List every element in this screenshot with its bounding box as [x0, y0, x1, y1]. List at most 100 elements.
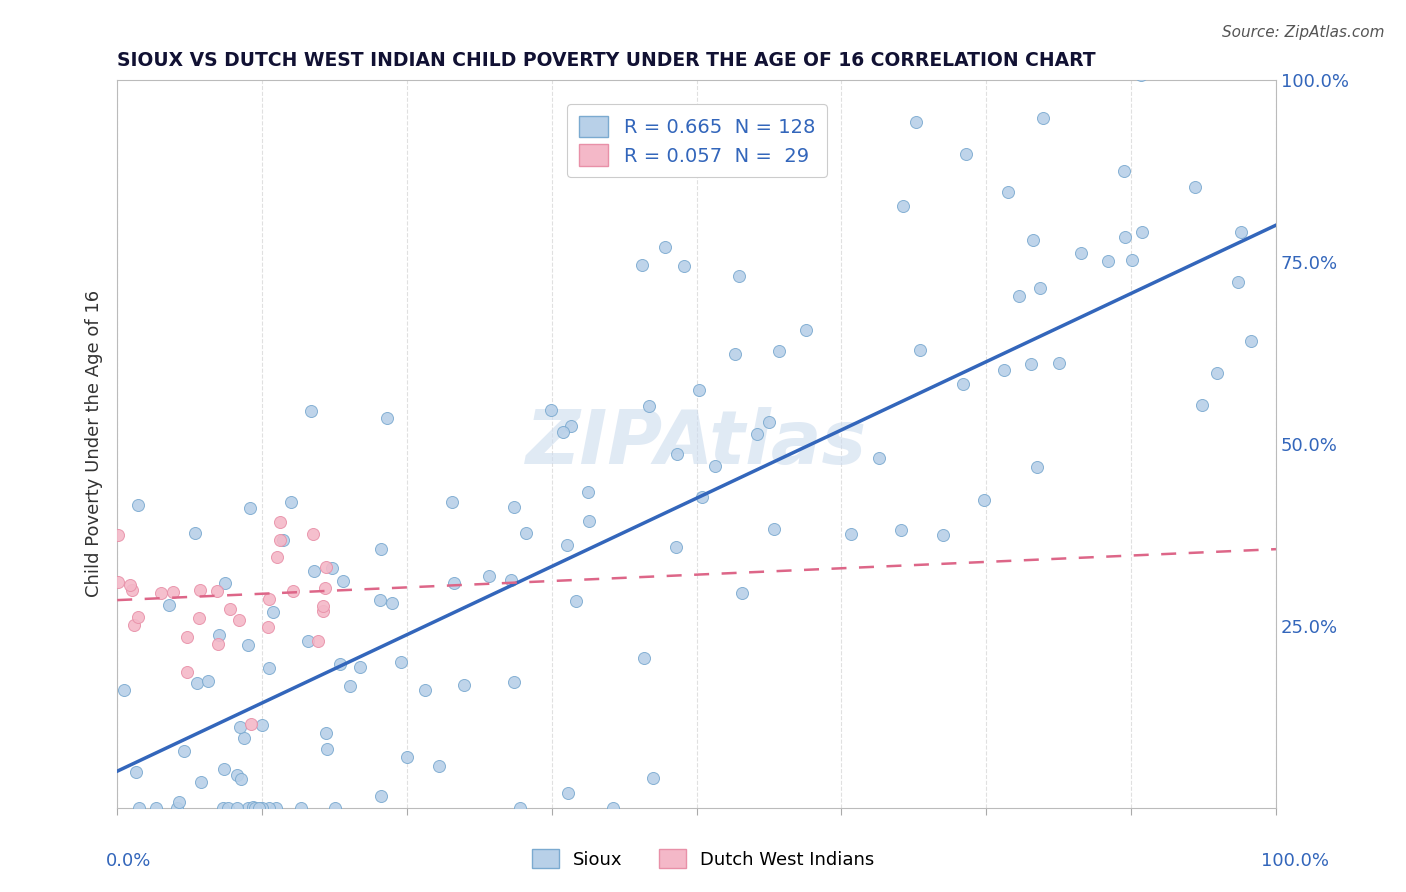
Point: [633, 650, 655, 665]
Point: [1070, 246, 1092, 260]
Point: [839, 527, 862, 541]
Point: [389, 655, 412, 669]
Point: [121, 582, 143, 597]
Point: [225, 767, 247, 781]
Point: [186, 676, 208, 690]
Point: [228, 613, 250, 627]
Point: [281, 584, 304, 599]
Point: [370, 541, 392, 556]
Point: [868, 450, 890, 465]
Point: [302, 565, 325, 579]
Point: [453, 678, 475, 692]
Point: [264, 800, 287, 814]
Point: [271, 533, 294, 547]
Point: [1205, 366, 1227, 380]
Point: [159, 598, 181, 612]
Point: [312, 604, 335, 618]
Point: [242, 800, 264, 814]
Point: [239, 716, 262, 731]
Point: [112, 683, 135, 698]
Point: [349, 660, 371, 674]
Point: [551, 425, 574, 440]
Point: [578, 514, 600, 528]
Point: [993, 363, 1015, 377]
Point: [239, 500, 262, 515]
Point: [794, 323, 817, 337]
Point: [166, 800, 188, 814]
Point: [555, 538, 578, 552]
Point: [176, 630, 198, 644]
Point: [238, 800, 260, 814]
Point: [312, 599, 335, 613]
Point: [891, 199, 914, 213]
Point: [1229, 225, 1251, 239]
Point: [1227, 275, 1250, 289]
Point: [127, 610, 149, 624]
Point: [1240, 334, 1263, 348]
Point: [1114, 230, 1136, 244]
Point: [252, 718, 274, 732]
Point: [557, 786, 579, 800]
Point: [654, 239, 676, 253]
Point: [218, 602, 240, 616]
Point: [228, 720, 250, 734]
Point: [127, 498, 149, 512]
Point: [672, 259, 695, 273]
Point: [690, 490, 713, 504]
Point: [314, 581, 336, 595]
Point: [302, 526, 325, 541]
Point: [973, 493, 995, 508]
Point: [602, 800, 624, 814]
Point: [503, 500, 526, 514]
Point: [280, 495, 302, 509]
Point: [1008, 288, 1031, 302]
Point: [257, 661, 280, 675]
Point: [229, 772, 252, 786]
Point: [173, 744, 195, 758]
Point: [443, 575, 465, 590]
Point: [1026, 460, 1049, 475]
Point: [997, 185, 1019, 199]
Point: [205, 584, 228, 599]
Point: [145, 800, 167, 814]
Point: [904, 115, 927, 129]
Point: [307, 634, 329, 648]
Point: [266, 549, 288, 564]
Point: [1114, 164, 1136, 178]
Point: [212, 800, 235, 814]
Point: [269, 533, 291, 548]
Point: [368, 593, 391, 607]
Point: [724, 347, 747, 361]
Text: ZIPAtlas: ZIPAtlas: [526, 407, 868, 480]
Point: [415, 683, 437, 698]
Point: [731, 586, 754, 600]
Point: [176, 665, 198, 680]
Point: [630, 258, 652, 272]
Point: [427, 759, 450, 773]
Point: [955, 147, 977, 161]
Point: [1031, 111, 1053, 125]
Point: [540, 403, 562, 417]
Point: [107, 575, 129, 590]
Point: [396, 750, 419, 764]
Point: [262, 605, 284, 619]
Point: [124, 618, 146, 632]
Point: [188, 583, 211, 598]
Point: [1021, 357, 1043, 371]
Point: [125, 765, 148, 780]
Point: [638, 399, 661, 413]
Text: Source: ZipAtlas.com: Source: ZipAtlas.com: [1222, 25, 1385, 40]
Point: [890, 523, 912, 537]
Point: [297, 634, 319, 648]
Point: [1191, 398, 1213, 412]
Point: [315, 560, 337, 574]
Point: [315, 742, 337, 756]
Point: [578, 485, 600, 500]
Legend: Sioux, Dutch West Indians: Sioux, Dutch West Indians: [524, 842, 882, 876]
Point: [247, 800, 270, 814]
Point: [208, 628, 231, 642]
Point: [323, 800, 346, 814]
Point: [688, 383, 710, 397]
Point: [501, 573, 523, 587]
Point: [1097, 254, 1119, 268]
